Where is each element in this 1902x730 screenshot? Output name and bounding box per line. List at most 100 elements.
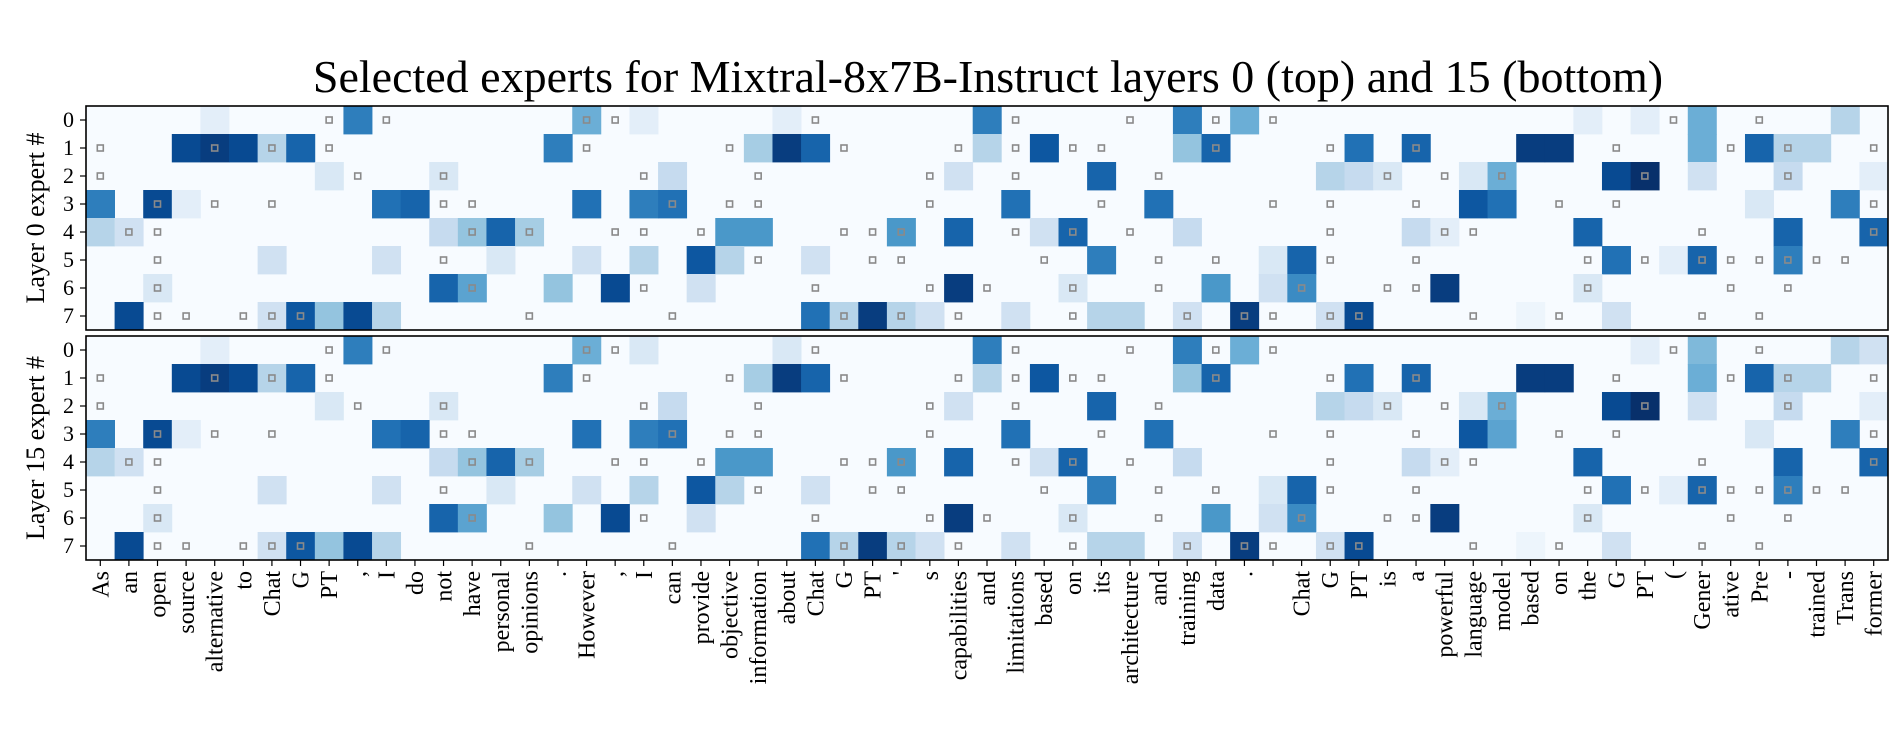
heatmap-cell (801, 134, 831, 163)
selection-marker (1869, 458, 1878, 466)
selection-marker (725, 430, 734, 438)
heatmap-cell (1744, 190, 1774, 219)
selection-marker (1412, 256, 1420, 264)
heatmap-cell (1859, 448, 1889, 477)
selection-marker (268, 542, 276, 550)
selection-marker (125, 458, 133, 466)
x-tick-label: . (1232, 571, 1258, 577)
selection-marker (1297, 284, 1306, 292)
heatmap-cell (801, 246, 831, 275)
selection-marker (1126, 116, 1134, 124)
heatmap-cell (1258, 476, 1288, 505)
heatmap-cell (572, 336, 602, 365)
selection-marker (1841, 486, 1849, 494)
selection-marker (1269, 200, 1277, 208)
heatmap-cell (1802, 134, 1832, 163)
heatmap-cell (1001, 302, 1031, 331)
selection-marker (268, 374, 276, 382)
selection-marker (925, 172, 934, 180)
selection-marker (1383, 284, 1392, 292)
heatmap-cell (171, 190, 201, 219)
heatmap-cell (1058, 274, 1088, 303)
heatmap-cell (372, 190, 402, 219)
selection-marker (1326, 144, 1335, 152)
heatmap-cell (1659, 476, 1689, 505)
selection-marker (1469, 228, 1478, 236)
heatmap-cell (1687, 134, 1717, 163)
selection-marker (325, 374, 333, 382)
selection-marker (582, 346, 591, 354)
selection-marker (96, 402, 105, 410)
heatmap-cell (1058, 504, 1088, 533)
selection-marker (1869, 430, 1878, 438)
heatmap-cell (343, 532, 373, 561)
heatmap-cell (1516, 364, 1546, 393)
heatmap-cell (372, 476, 402, 505)
x-tick-label: Chat (803, 571, 829, 617)
heatmap-cell (515, 448, 545, 477)
selection-marker (1726, 284, 1735, 292)
selection-marker (1755, 486, 1764, 494)
heatmap-cell (1773, 246, 1803, 275)
heatmap-cell (343, 106, 373, 135)
selection-marker (1011, 116, 1020, 124)
heatmap-cell (1287, 274, 1317, 303)
selection-marker (1011, 228, 1020, 236)
y-axis-label: Layer 0 expert # (21, 132, 50, 303)
selection-marker (868, 486, 877, 494)
selection-marker (811, 284, 820, 292)
heatmap-cell (1144, 190, 1174, 219)
x-tick-label: source (174, 571, 200, 634)
heatmap-cell (1115, 302, 1145, 331)
selection-marker (725, 144, 734, 152)
x-tick-label: Chat (260, 571, 286, 617)
heatmap-cell (257, 476, 287, 505)
selection-marker (868, 228, 877, 236)
y-tick-label: 4 (63, 449, 74, 474)
selection-marker (1326, 374, 1335, 382)
selection-marker (1212, 486, 1220, 494)
heatmap-cell (1230, 106, 1260, 135)
selection-marker (1869, 144, 1878, 152)
heatmap-cell (1687, 246, 1717, 275)
heatmap-cell (772, 336, 802, 365)
heatmap-cell (829, 302, 859, 331)
x-tick-label: on (1547, 571, 1573, 595)
heatmap-cell (1087, 532, 1117, 561)
heatmap-cell (1287, 476, 1317, 505)
selection-marker (210, 430, 219, 438)
y-tick-label: 6 (63, 505, 74, 530)
heatmap-cell (1601, 162, 1631, 191)
selection-marker (925, 200, 934, 208)
x-tick-label: architecture (1118, 571, 1144, 684)
selection-marker (1069, 458, 1077, 466)
selection-marker (468, 284, 476, 292)
x-tick-label: the (1576, 571, 1602, 600)
heatmap-cell (1029, 134, 1059, 163)
selection-marker (1784, 514, 1792, 522)
heatmap-cell (1430, 448, 1460, 477)
selection-marker (153, 228, 162, 236)
heatmap-cell (1487, 392, 1517, 421)
heatmap-cell (200, 106, 230, 135)
selection-marker (1240, 312, 1249, 320)
heatmap-cell (1172, 532, 1202, 561)
x-tick-label: is (1375, 571, 1401, 587)
selection-marker (1154, 284, 1163, 292)
selection-marker (1612, 374, 1621, 382)
y-tick-label: 2 (63, 163, 74, 188)
heatmap-cell (944, 274, 974, 303)
heatmap-cell (1201, 364, 1231, 393)
selection-marker (153, 542, 162, 550)
selection-marker (325, 346, 333, 354)
heatmap-cell (572, 420, 602, 449)
selection-marker (153, 430, 162, 438)
selection-marker (639, 458, 648, 466)
selection-marker (611, 346, 619, 354)
heatmap-cell (200, 336, 230, 365)
heatmap-cell (257, 246, 287, 275)
heatmap-cell (1172, 134, 1202, 163)
selection-marker (153, 256, 162, 264)
heatmap-cell (1144, 420, 1174, 449)
selection-marker (697, 458, 705, 466)
